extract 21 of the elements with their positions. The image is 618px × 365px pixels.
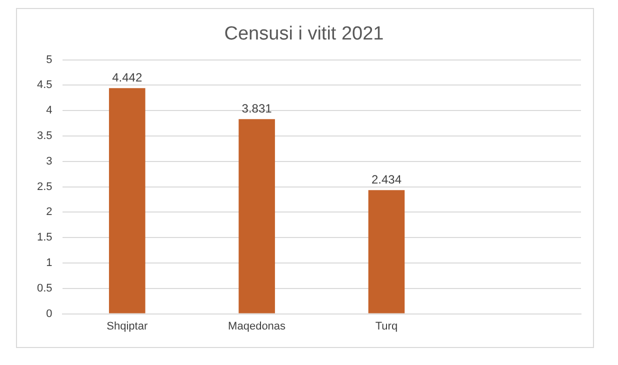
y-tick-label: 4.5 bbox=[36, 79, 52, 92]
bar bbox=[368, 190, 405, 314]
bar bbox=[238, 119, 275, 314]
x-tick-label: Shqiptar bbox=[106, 320, 148, 332]
data-label: 2.434 bbox=[371, 172, 402, 186]
y-tick-label: 0 bbox=[46, 308, 52, 320]
data-label: 4.442 bbox=[112, 70, 142, 84]
chart-title: Censusi i vitit 2021 bbox=[224, 24, 384, 45]
y-tick-label: 1 bbox=[46, 257, 52, 270]
y-tick-label: 3 bbox=[46, 155, 52, 168]
y-tick-label: 3.5 bbox=[36, 130, 52, 142]
y-tick-label: 5 bbox=[46, 54, 52, 66]
data-label: 3.831 bbox=[242, 102, 272, 116]
y-tick-label: 4 bbox=[46, 104, 52, 117]
y-tick-label: 0.5 bbox=[36, 282, 52, 294]
x-tick-label: Maqedonas bbox=[228, 320, 286, 332]
x-tick-label: Turq bbox=[375, 320, 398, 332]
bar bbox=[108, 88, 146, 314]
y-tick-label: 2.5 bbox=[36, 180, 52, 193]
y-tick-label: 1.5 bbox=[36, 232, 52, 244]
y-tick-label: 2 bbox=[46, 206, 52, 218]
